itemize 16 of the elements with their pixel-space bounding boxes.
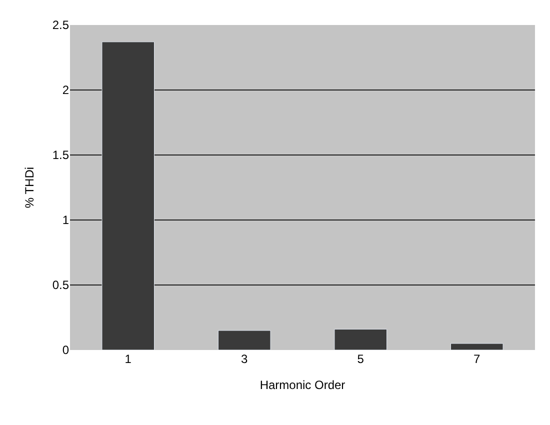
x-tick-label: 5: [357, 352, 364, 366]
bar: [218, 330, 271, 350]
y-tick-label: 1: [62, 213, 70, 228]
bar: [102, 42, 155, 350]
bar: [334, 328, 388, 350]
y-tick-label: 2: [62, 83, 70, 98]
y-axis-title: % THDi: [22, 166, 37, 208]
y-tick-label: 2.5: [52, 18, 70, 32]
x-tick-label: 7: [474, 352, 481, 366]
x-tick-label: 3: [241, 352, 248, 366]
x-axis-title: Harmonic Order: [260, 378, 346, 392]
x-tick-label: 1: [124, 352, 132, 366]
y-tick-label: 0: [62, 343, 70, 358]
y-tick-label: 1.5: [52, 148, 70, 162]
bar: [450, 343, 504, 350]
y-tick-label: 0.5: [52, 278, 70, 292]
